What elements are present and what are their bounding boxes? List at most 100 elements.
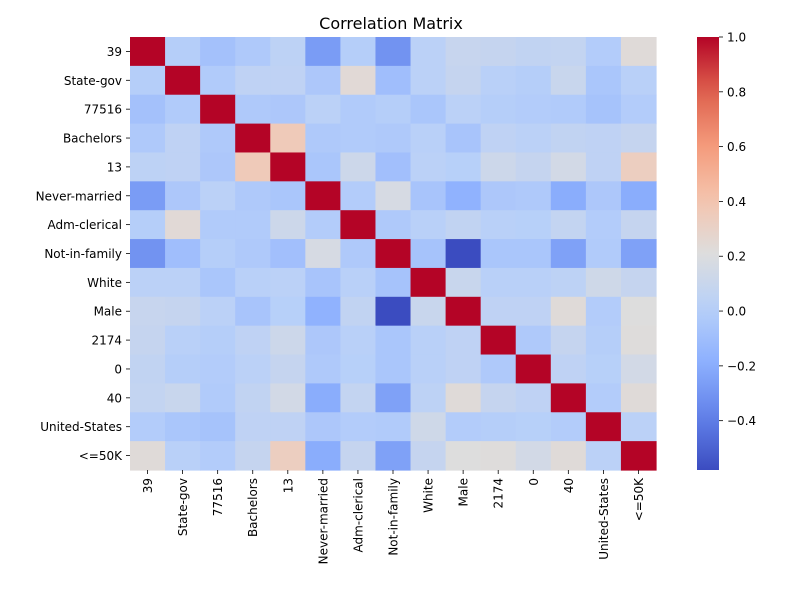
heatmap-cell bbox=[165, 267, 201, 298]
heatmap-cell bbox=[585, 152, 622, 182]
heatmap-cell bbox=[305, 152, 341, 182]
heatmap-cell bbox=[270, 181, 306, 211]
x-tick-label: 0 bbox=[527, 478, 541, 486]
heatmap-cell bbox=[200, 267, 236, 298]
heatmap-cell bbox=[410, 210, 447, 240]
heatmap-cell bbox=[270, 65, 306, 96]
heatmap-cell bbox=[235, 94, 271, 125]
heatmap-cell bbox=[340, 65, 377, 96]
heatmap-cell bbox=[130, 94, 166, 125]
x-tick-label: Not-in-family bbox=[387, 478, 401, 556]
heatmap-cell bbox=[165, 354, 201, 384]
y-tick-label: State-gov bbox=[64, 74, 122, 88]
heatmap-cell bbox=[305, 123, 341, 154]
heatmap-cell bbox=[340, 152, 377, 182]
colorbar-tick-label: 0.2 bbox=[727, 250, 746, 264]
heatmap-cell bbox=[305, 354, 341, 384]
heatmap-cell bbox=[270, 37, 306, 67]
heatmap-cell bbox=[165, 37, 201, 67]
heatmap-cell bbox=[270, 296, 306, 327]
heatmap-cell bbox=[410, 412, 447, 442]
heatmap-cell bbox=[375, 37, 412, 67]
heatmap-cell bbox=[445, 441, 482, 471]
heatmap-cell bbox=[550, 383, 587, 413]
heatmap-cell bbox=[270, 412, 306, 442]
heatmap-cell bbox=[235, 65, 271, 96]
heatmap-cell bbox=[515, 325, 552, 356]
heatmap-cell bbox=[620, 181, 657, 211]
heatmap-cell bbox=[515, 296, 552, 327]
heatmap-cell bbox=[340, 325, 377, 356]
y-tick-label: Not-in-family bbox=[44, 247, 122, 261]
heatmap-cell bbox=[165, 239, 201, 269]
heatmap-cell bbox=[550, 152, 587, 182]
heatmap-cell bbox=[375, 65, 412, 96]
chart-title: Correlation Matrix bbox=[319, 14, 463, 33]
heatmap-cell bbox=[515, 152, 552, 182]
heatmap-cell bbox=[480, 123, 517, 154]
x-tick-label: United-States bbox=[597, 478, 611, 560]
heatmap-cell bbox=[620, 37, 657, 67]
x-tick-label: Male bbox=[457, 478, 471, 506]
heatmap-cell bbox=[305, 412, 341, 442]
heatmap-cell bbox=[375, 181, 412, 211]
heatmap-cell bbox=[235, 210, 271, 240]
y-tick-labels: 39 State-gov 77516 Bachelors 13 Never-married… bbox=[36, 45, 130, 463]
heatmap-cell bbox=[130, 412, 166, 442]
heatmap-cell bbox=[515, 210, 552, 240]
heatmap-cell bbox=[445, 37, 482, 67]
x-tick-label: Bachelors bbox=[246, 478, 260, 537]
heatmap-cell bbox=[550, 412, 587, 442]
heatmap-cell bbox=[270, 123, 306, 154]
heatmap-cell bbox=[550, 296, 587, 327]
heatmap-cell bbox=[410, 37, 447, 67]
heatmap-cell bbox=[270, 94, 306, 125]
heatmap-cell bbox=[550, 94, 587, 125]
heatmap-cell bbox=[375, 441, 412, 471]
heatmap-cell bbox=[410, 181, 447, 211]
heatmap-cell bbox=[480, 441, 517, 471]
heatmap-cell bbox=[620, 94, 657, 125]
heatmap-cell bbox=[585, 65, 622, 96]
heatmap-cell bbox=[375, 383, 412, 413]
heatmap-cell bbox=[550, 267, 587, 298]
heatmap-cell bbox=[445, 94, 482, 125]
colorbar-tick-label: 0.8 bbox=[727, 85, 746, 99]
y-tick-label: 40 bbox=[107, 391, 122, 405]
heatmap-cell bbox=[305, 65, 341, 96]
heatmap-cell bbox=[585, 383, 622, 413]
heatmap-cell bbox=[550, 354, 587, 384]
heatmap-cell bbox=[550, 210, 587, 240]
x-tick-label: 77516 bbox=[211, 478, 225, 516]
heatmap-cell bbox=[340, 181, 377, 211]
heatmap-cell bbox=[480, 94, 517, 125]
y-tick-label: United-States bbox=[40, 420, 122, 434]
y-tick-label: 77516 bbox=[84, 103, 122, 117]
heatmap-cell bbox=[585, 210, 622, 240]
x-tick-label: <=50K bbox=[632, 477, 646, 521]
colorbar: 1.0 0.8 0.6 0.4 0.2 0.0 −0.2 −0.4 bbox=[697, 31, 756, 470]
heatmap-cell bbox=[480, 267, 517, 298]
heatmap-cell bbox=[410, 267, 447, 298]
heatmap-cell bbox=[200, 412, 236, 442]
heatmap-cell bbox=[165, 296, 201, 327]
heatmap-cell bbox=[585, 94, 622, 125]
heatmap-cell bbox=[305, 37, 341, 67]
heatmap-cell bbox=[445, 267, 482, 298]
y-tick-label: Adm-clerical bbox=[47, 218, 122, 232]
heatmap-cell bbox=[515, 354, 552, 384]
heatmap-cell bbox=[620, 296, 657, 327]
y-tick-label: Never-married bbox=[36, 189, 122, 203]
heatmap-cell bbox=[305, 181, 341, 211]
heatmap-cell bbox=[480, 354, 517, 384]
heatmap-cell bbox=[200, 239, 236, 269]
heatmap-cell bbox=[340, 123, 377, 154]
heatmap-cell bbox=[410, 65, 447, 96]
heatmap-cell bbox=[130, 210, 166, 240]
heatmap-cell bbox=[200, 325, 236, 356]
heatmap-cell bbox=[235, 412, 271, 442]
heatmap-cell bbox=[375, 152, 412, 182]
heatmap-cell bbox=[165, 65, 201, 96]
heatmap-cell bbox=[410, 354, 447, 384]
